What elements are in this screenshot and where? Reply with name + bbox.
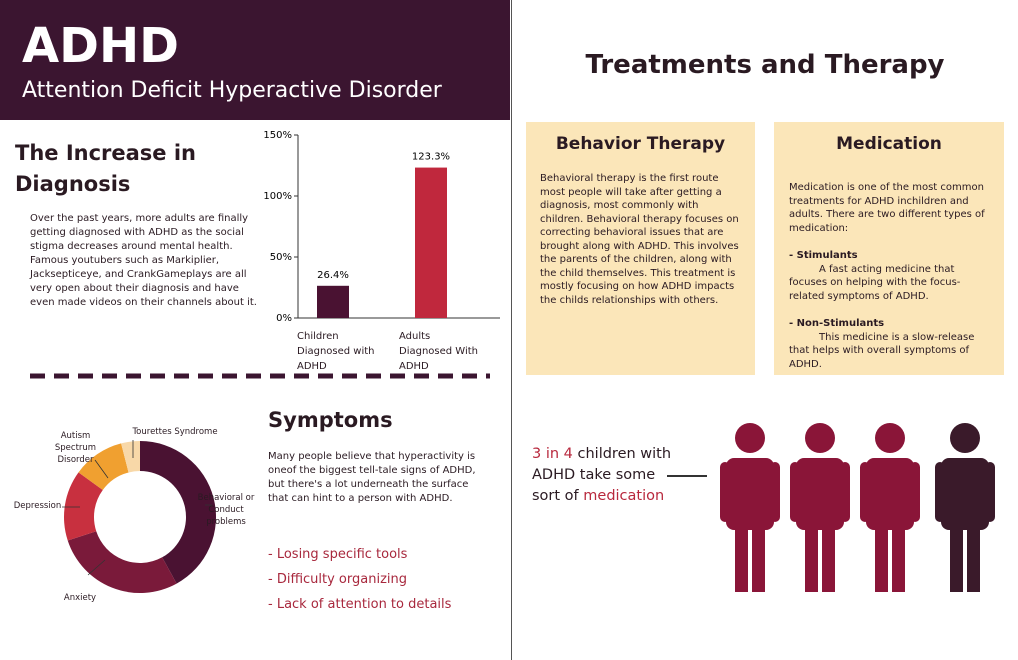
donut-segment [78,443,129,490]
donut-segment [63,472,103,541]
card-heading: Behavior Therapy [555,134,726,154]
card-heading: Medication [836,134,942,154]
title: ADHD [22,18,180,74]
heading: The Increase in Diagnosis [15,141,197,196]
symptom-list: - Losing specific tools - Difficulty orga… [268,542,451,617]
type-name: - Non-Stimulants [789,318,885,329]
paragraph: Many people believe that hyperactivity i… [268,451,476,504]
y-tick-label: 50% [270,252,292,263]
y-tick-label: 100% [263,191,292,202]
stat-ratio: 3 in 4 [532,446,573,462]
symptom: - Difficulty organizing [268,572,408,587]
type-text: This medicine is a slow-release that hel… [789,331,975,370]
stat-highlight: medication [583,488,665,504]
donut-segment [140,441,216,584]
connector [667,475,707,477]
paragraph: Over the past years, more adults are fin… [30,213,257,308]
symptom: - Losing specific tools [268,547,408,562]
card: Medication Medication is one of the most… [774,122,1004,375]
donut-segment [121,441,140,473]
value-label: 26.4% [317,270,349,281]
x-tick-label: Adults Diagnosed With ADHD [399,331,479,372]
leader-line [87,559,106,576]
value-label: 123.3% [412,152,450,163]
heading: Symptoms [268,408,393,432]
header [0,0,510,120]
x-tick-label: Children Diagnosed with ADHD [297,331,375,372]
section-title: Treatments and Therapy [585,50,945,80]
type-text: A fast acting medicine that focuses on h… [789,263,961,302]
y-tick-label: 0% [276,313,292,324]
y-tick-label: 150% [263,130,292,141]
donut-segment [67,531,177,593]
bar [415,167,447,318]
symptom: - Lack of attention to details [268,597,452,612]
paragraph: Behavioral therapy is the first route mo… [540,173,739,306]
legend-label: Depression [13,501,62,511]
leader-line [94,459,109,479]
legend-label: Anxiety [63,593,97,603]
subtitle: Attention Deficit Hyperactive Disorder [22,78,442,103]
paragraph: Medication is one of the most common tre… [789,182,985,234]
legend-label: Behavioral or Conduct problems [197,493,255,527]
medication-types: - Stimulants A fast acting medicine that … [789,249,992,371]
divider [511,0,512,660]
card: Behavior Therapy Behavioral therapy is t… [526,122,755,375]
type-name: - Stimulants [789,250,858,261]
legend-label: Autism Spectrum Disorder [54,431,97,465]
stat-text: children with ADHD take some sort of [532,446,672,504]
stat: 3 in 4 children with ADHD take some sort… [532,444,672,507]
bar [317,285,349,318]
legend-label: Tourettes Syndrome [132,427,218,437]
people-icons [720,423,995,592]
